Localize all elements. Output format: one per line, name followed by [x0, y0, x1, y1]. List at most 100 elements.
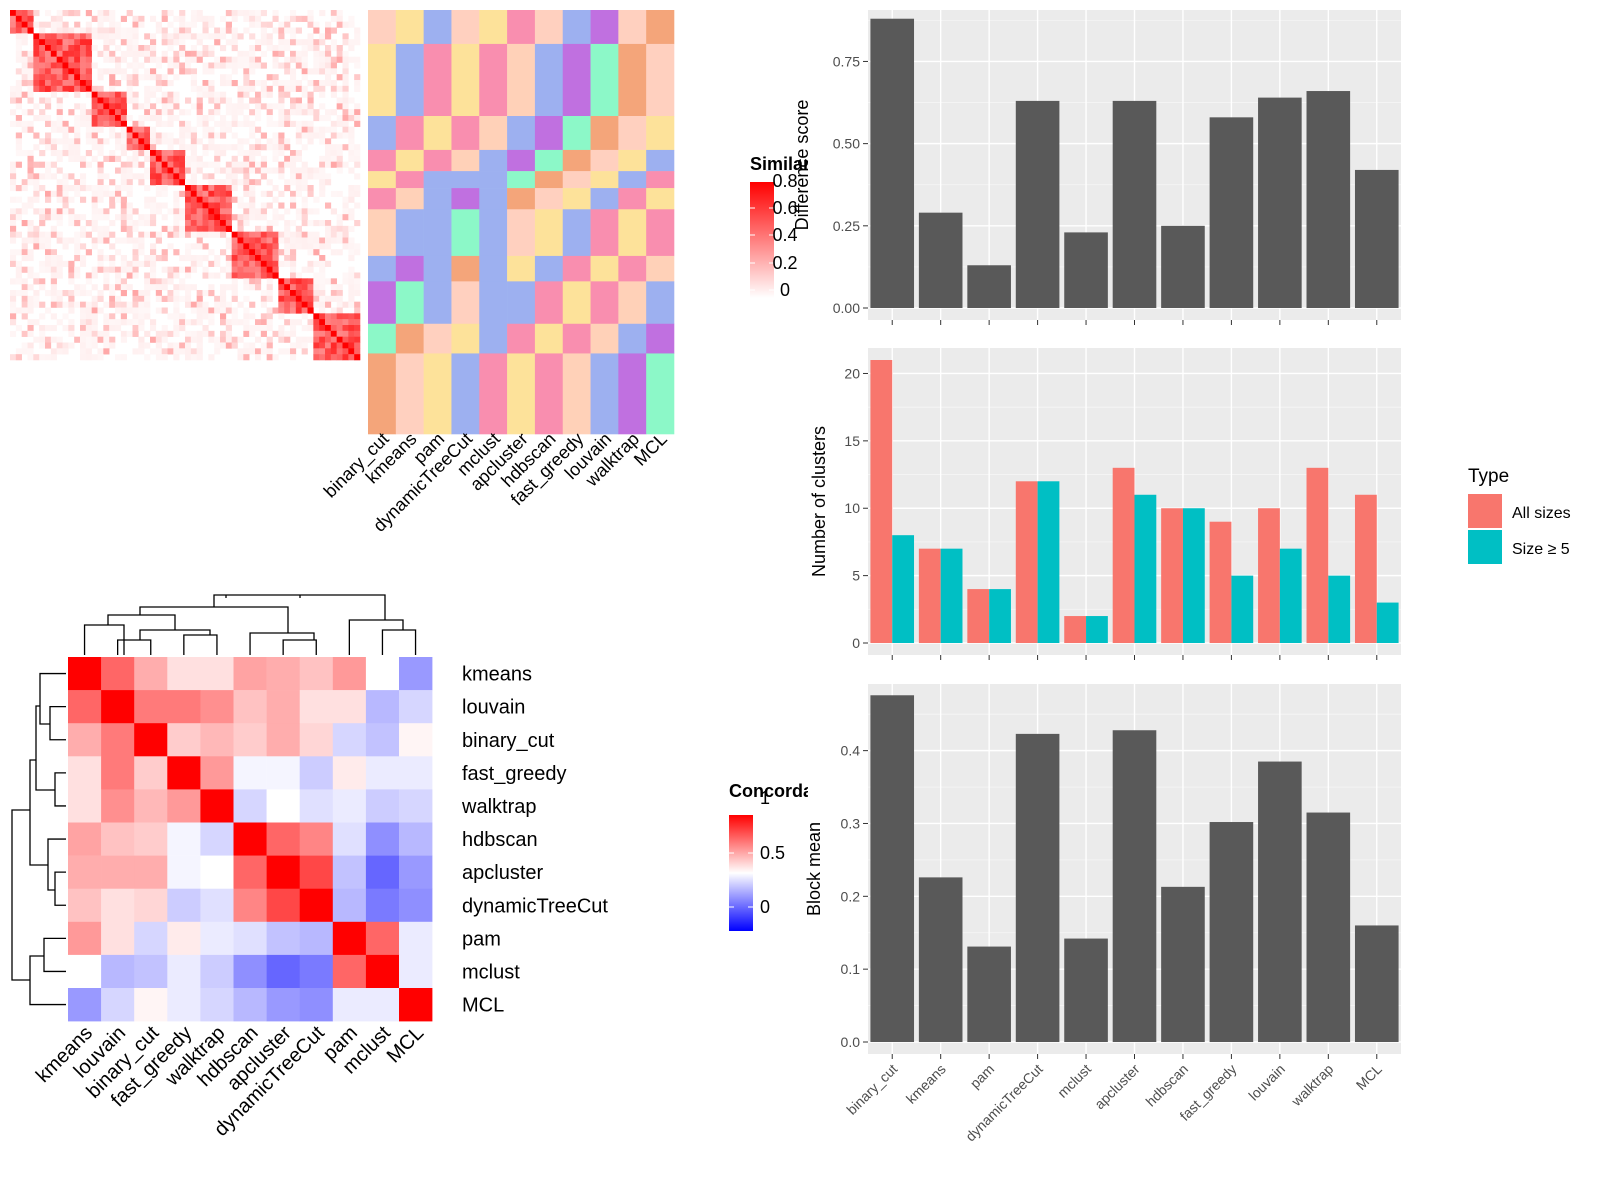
- similarity-cell: [295, 214, 302, 221]
- similarity-cell: [330, 155, 337, 162]
- similarity-cell: [243, 80, 250, 87]
- similarity-cell: [56, 80, 63, 87]
- similarity-cell: [179, 109, 186, 116]
- similarity-cell: [85, 120, 92, 127]
- similarity-cell: [62, 348, 69, 355]
- similarity-cell: [325, 319, 332, 326]
- similarity-cell: [325, 225, 332, 232]
- concordance-legend-title: Concordance: [729, 781, 844, 801]
- similarity-cell: [103, 325, 110, 332]
- similarity-cell: [272, 120, 279, 127]
- x-tick-label: pam: [967, 1061, 998, 1092]
- similarity-cell: [325, 295, 332, 302]
- similarity-cell: [126, 208, 133, 215]
- similarity-cell: [15, 150, 22, 157]
- similarity-cell: [336, 161, 343, 168]
- similarity-cell: [50, 272, 57, 279]
- similarity-cell: [284, 336, 291, 343]
- similarity-cell: [10, 120, 17, 127]
- membership-cell: [368, 188, 397, 210]
- similarity-cell: [91, 103, 98, 110]
- similarity-cell: [15, 348, 22, 355]
- similarity-cell: [330, 225, 337, 232]
- similarity-cell: [208, 336, 215, 343]
- similarity-cell: [278, 21, 285, 28]
- similarity-cell: [290, 85, 297, 92]
- similarity-cell: [97, 109, 104, 116]
- similarity-cell: [80, 301, 87, 308]
- similarity-cell: [290, 173, 297, 180]
- similarity-cell: [313, 330, 320, 337]
- similarity-cell: [56, 167, 63, 174]
- similarity-cell: [220, 97, 227, 104]
- cluster-membership-grid: [368, 10, 675, 435]
- similarity-cell: [80, 255, 87, 262]
- similarity-cell: [342, 109, 349, 116]
- similarity-cell: [109, 220, 116, 227]
- similarity-cell: [295, 342, 302, 349]
- similarity-cell: [179, 208, 186, 215]
- similarity-cell: [97, 255, 104, 262]
- similarity-cell: [33, 290, 40, 297]
- similarity-cell: [68, 126, 75, 133]
- similarity-cell: [220, 208, 227, 215]
- similarity-cell: [161, 278, 168, 285]
- similarity-cell: [301, 348, 308, 355]
- similarity-cell: [266, 144, 273, 151]
- similarity-cell: [319, 319, 326, 326]
- y-tick-label: 15: [844, 433, 860, 449]
- similarity-cell: [196, 155, 203, 162]
- similarity-cell: [260, 190, 267, 197]
- similarity-cell: [354, 33, 361, 40]
- similarity-cell: [336, 50, 343, 57]
- similarity-cell: [249, 255, 256, 262]
- similarity-cell: [15, 27, 22, 34]
- similarity-cell: [330, 278, 337, 285]
- bar-size5: [1328, 575, 1351, 643]
- similarity-cell: [220, 307, 227, 314]
- similarity-cell: [278, 173, 285, 180]
- similarity-cell: [330, 161, 337, 168]
- similarity-cell: [354, 155, 361, 162]
- similarity-cell: [196, 231, 203, 238]
- membership-cell: [507, 281, 536, 325]
- similarity-cell: [290, 342, 297, 349]
- similarity-cell: [126, 330, 133, 337]
- similarity-cell: [325, 27, 332, 34]
- similarity-cell: [85, 21, 92, 28]
- similarity-cell: [249, 97, 256, 104]
- similarity-cell: [290, 39, 297, 46]
- similarity-cell: [330, 336, 337, 343]
- concordance-cell: [200, 822, 234, 856]
- similarity-cell: [354, 325, 361, 332]
- concordance-row-label: fast_greedy: [462, 763, 567, 785]
- similarity-cell: [15, 307, 22, 314]
- similarity-cell: [120, 185, 127, 192]
- similarity-cell: [132, 161, 139, 168]
- similarity-cell: [225, 179, 232, 186]
- similarity-cell: [185, 214, 192, 221]
- similarity-cell: [225, 336, 232, 343]
- similarity-tick-label: 0.4: [772, 225, 797, 245]
- similarity-cell: [103, 266, 110, 273]
- similarity-cell: [319, 85, 326, 92]
- similarity-cell: [348, 115, 355, 122]
- similarity-cell: [266, 120, 273, 127]
- membership-cell: [646, 209, 675, 257]
- similarity-cell: [97, 179, 104, 186]
- similarity-cell: [62, 173, 69, 180]
- similarity-cell: [220, 33, 227, 40]
- similarity-cell: [27, 120, 34, 127]
- similarity-cell: [27, 179, 34, 186]
- similarity-cell: [45, 255, 52, 262]
- similarity-cell: [167, 150, 174, 157]
- similarity-cell: [342, 330, 349, 337]
- membership-cell: [590, 43, 619, 117]
- similarity-cell: [56, 301, 63, 308]
- similarity-cell: [278, 260, 285, 267]
- similarity-cell: [307, 15, 314, 22]
- bar: [1015, 100, 1060, 309]
- similarity-cell: [150, 115, 157, 122]
